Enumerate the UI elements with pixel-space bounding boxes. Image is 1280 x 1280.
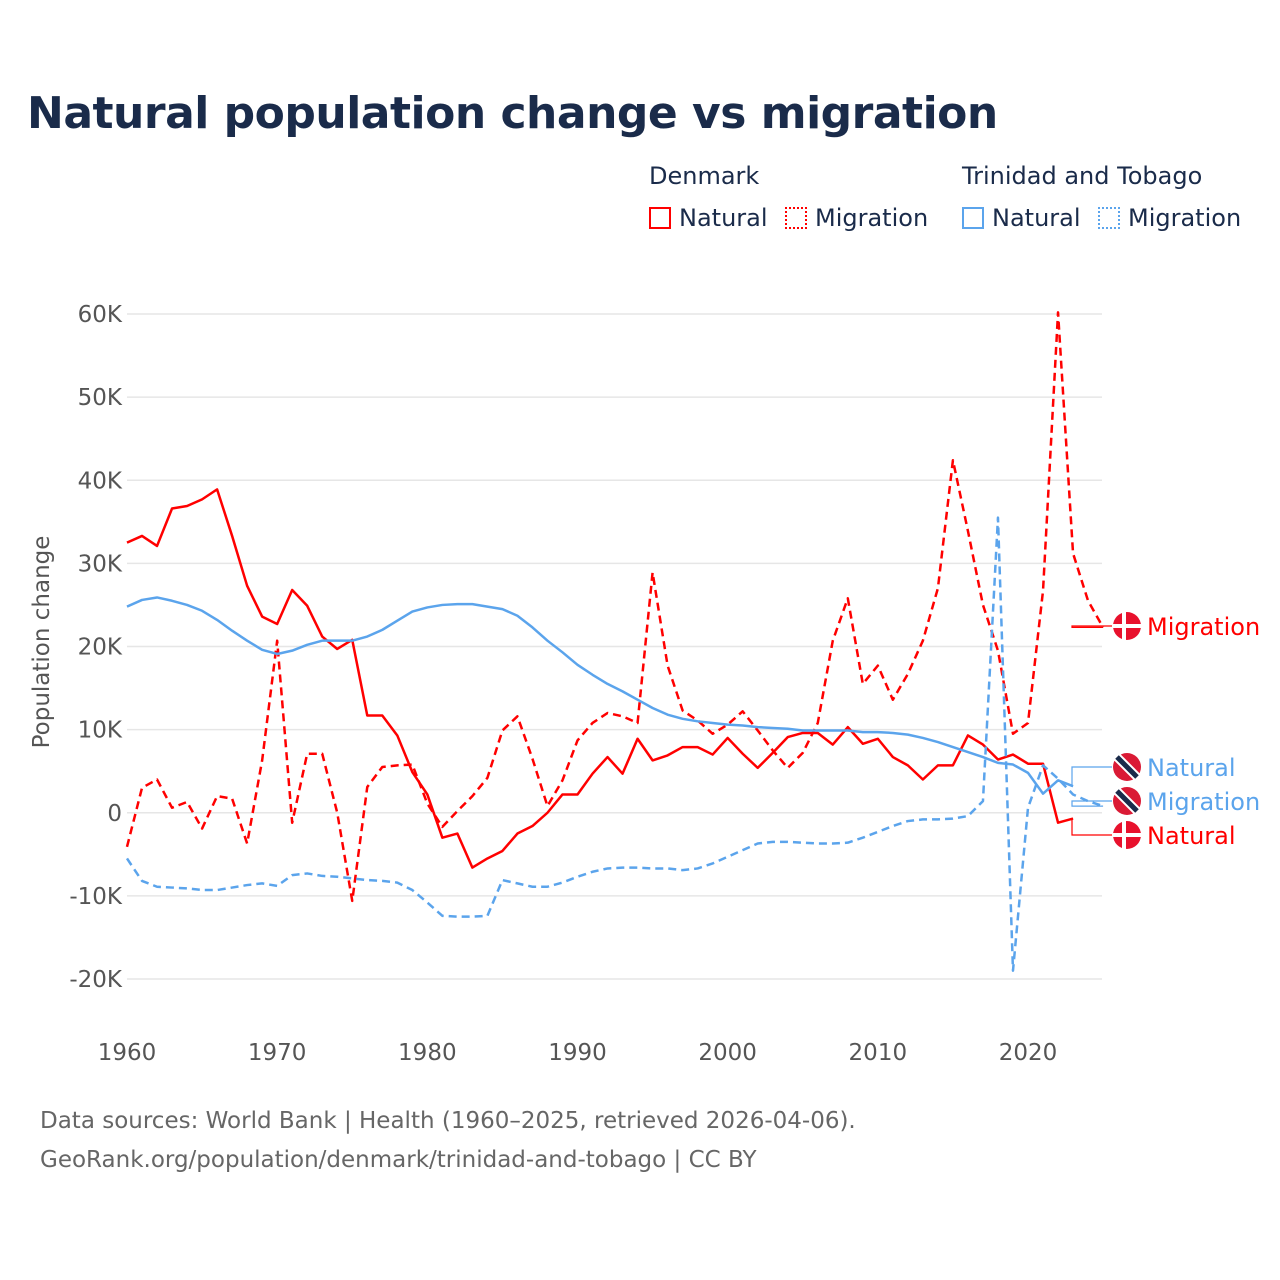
legend-label: Natural <box>679 204 768 232</box>
legend-swatch-solid-red <box>649 207 671 229</box>
x-tick-label: 1960 <box>98 1040 157 1066</box>
y-axis-label: Population change <box>29 535 55 749</box>
y-tick-label: 50K <box>78 385 123 411</box>
series-line-denmark-natural <box>126 488 1074 869</box>
end-label: Natural <box>1147 822 1236 850</box>
flag-stripe <box>1115 789 1139 813</box>
flag-stripe <box>1115 755 1139 779</box>
x-tick-label: 1970 <box>248 1040 307 1066</box>
end-label: Migration <box>1147 613 1260 641</box>
legend-swatch-dotted-blue <box>1098 207 1120 229</box>
label-connector <box>1071 625 1112 628</box>
x-tick-label: 1990 <box>548 1040 607 1066</box>
legend-group-denmark: Denmark <box>649 162 760 190</box>
label-connector <box>1071 766 1112 787</box>
legend-swatch-solid-blue <box>962 207 984 229</box>
legend-item-dk-migration[interactable]: Migration <box>785 204 928 232</box>
series-line-trinidad-and-tobago-natural <box>126 596 1074 795</box>
legend-label: Migration <box>1128 204 1242 232</box>
legend-swatch-dotted-red <box>785 207 807 229</box>
series-line-trinidad-and-tobago-migration <box>125 516 1104 972</box>
y-tick-label: 0 <box>107 801 122 827</box>
label-connector <box>1071 800 1112 807</box>
flag-cross <box>1122 612 1126 640</box>
flag-cross <box>1122 821 1126 849</box>
y-tick-label: 20K <box>78 635 123 661</box>
flag-cross <box>1113 833 1141 837</box>
chart-title: Natural population change vs migration <box>27 88 998 139</box>
y-tick-label: 30K <box>78 551 123 577</box>
series-line-denmark-migration <box>125 311 1105 903</box>
x-tick-label: 2020 <box>999 1040 1058 1066</box>
legend-label: Migration <box>815 204 929 232</box>
label-connector <box>1071 817 1112 836</box>
y-tick-label: 60K <box>78 302 123 328</box>
x-tick-label: 2000 <box>698 1040 757 1066</box>
flag-cross <box>1113 624 1141 628</box>
legend-item-tt-natural[interactable]: Natural <box>962 204 1081 232</box>
x-tick-label: 1980 <box>398 1040 457 1066</box>
end-label: Natural <box>1147 754 1236 782</box>
y-tick-label: 10K <box>78 718 123 744</box>
x-tick-label: 2010 <box>849 1040 908 1066</box>
legend-label: Natural <box>992 204 1081 232</box>
footer-source: Data sources: World Bank | Health (1960–… <box>40 1108 856 1134</box>
footer-link[interactable]: GeoRank.org/population/denmark/trinidad-… <box>40 1147 757 1173</box>
legend-group-tt: Trinidad and Tobago <box>962 162 1203 190</box>
y-tick-label: -10K <box>69 884 123 910</box>
end-label: Migration <box>1147 788 1260 816</box>
legend-item-dk-natural[interactable]: Natural <box>649 204 768 232</box>
legend-item-tt-migration[interactable]: Migration <box>1098 204 1241 232</box>
y-tick-label: -20K <box>69 967 123 993</box>
y-tick-label: 40K <box>78 468 123 494</box>
